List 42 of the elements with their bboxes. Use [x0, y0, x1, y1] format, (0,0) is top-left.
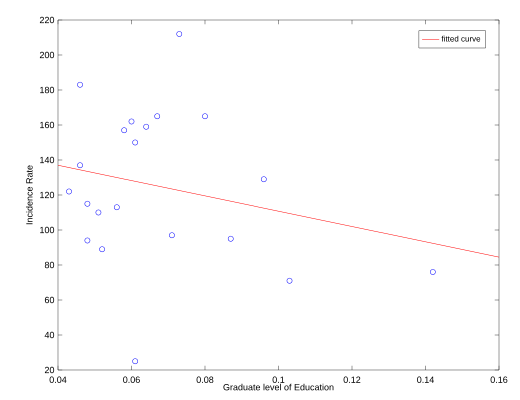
- y-tick-label: 160: [40, 122, 54, 128]
- point: [84, 238, 90, 244]
- point: [202, 113, 208, 120]
- y-tick-label: 200: [40, 52, 54, 58]
- point: [77, 162, 83, 168]
- point: [121, 127, 127, 134]
- legend-label: fitted curve: [442, 36, 480, 42]
- point: [143, 124, 150, 130]
- y-axis-title: Incidence Rate: [26, 165, 33, 224]
- y-tick-label: 120: [40, 192, 54, 198]
- y-tick-label: 140: [40, 156, 54, 164]
- x-tick-label: 0.08: [196, 376, 214, 383]
- point: [176, 31, 182, 37]
- point: [132, 140, 138, 146]
- point: [286, 278, 292, 284]
- point: [154, 113, 160, 120]
- x-tick-label: 0.04: [50, 376, 66, 383]
- y-tick-label: 40: [44, 332, 54, 338]
- x-tick-label: 0.06: [123, 376, 140, 383]
- y-tick-label: 180: [40, 86, 54, 94]
- y-tick-label: 20: [44, 366, 54, 374]
- y-tick-label: 100: [40, 226, 54, 234]
- y-tick-label: 80: [44, 262, 54, 268]
- point: [128, 118, 134, 124]
- y-tick-label: 60: [44, 296, 54, 304]
- point: [169, 232, 175, 238]
- point: [77, 82, 83, 88]
- point: [96, 210, 102, 216]
- point: [99, 246, 105, 252]
- point: [260, 176, 267, 182]
- x-tick-label: 0.14: [417, 376, 434, 383]
- point: [66, 188, 72, 194]
- point: [84, 200, 90, 207]
- point: [430, 269, 436, 275]
- x-axis-title: Graduate level of Education: [223, 384, 334, 390]
- point: [228, 236, 234, 242]
- y-tick-label: 220: [40, 16, 54, 24]
- point: [114, 204, 120, 210]
- x-tick-label: 0.12: [344, 376, 360, 383]
- x-tick-label: 0.16: [490, 376, 508, 383]
- x-tick-label: 0.1: [272, 376, 284, 383]
- point: [132, 358, 138, 364]
